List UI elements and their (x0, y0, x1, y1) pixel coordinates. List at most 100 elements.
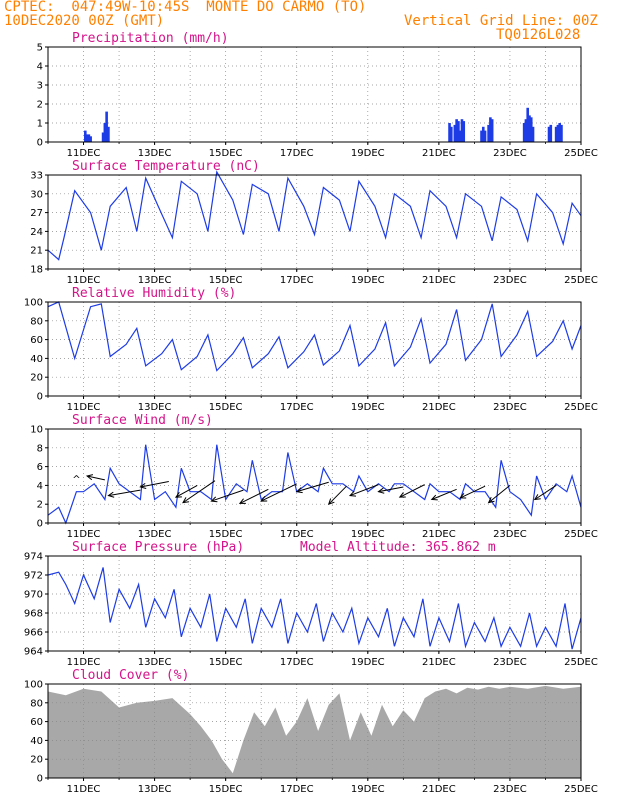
wind-vector (328, 485, 347, 505)
x-tick-label: 23DEC (493, 402, 527, 413)
y-tick-label: 10 (30, 425, 43, 436)
precip-bar (487, 124, 490, 142)
precip-bar (522, 123, 526, 142)
wind-vector-head (174, 491, 182, 498)
y-tick-label: 0 (37, 392, 43, 403)
wind-vector-head (85, 474, 94, 481)
precip-bar (448, 123, 451, 142)
panel-2: Relative Humidity (%) 0 20 40 60 80 100 11DEC 13… (24, 286, 598, 413)
precip-bar (549, 124, 553, 142)
series-line (47, 170, 582, 261)
panel-4: Surface Pressure (hPa) Model Altitude: 36… (24, 540, 598, 668)
wind-vector-head (139, 482, 147, 489)
x-tick-label: 13DEC (138, 402, 172, 413)
y-tick-label: 0 (37, 138, 43, 149)
precip-bar (531, 126, 535, 142)
wind-vector-head (533, 494, 541, 501)
series-line (47, 567, 582, 650)
panel-title: Surface Temperature (nC) (72, 159, 260, 174)
x-tick-label: 15DEC (209, 529, 243, 540)
wind-vector-head (487, 496, 495, 504)
x-tick-label: 17DEC (280, 275, 314, 286)
y-tick-label: 4 (37, 481, 43, 492)
precip-bar (101, 132, 105, 142)
x-tick-label: 13DEC (138, 275, 172, 286)
precip-bar (558, 123, 561, 142)
wind-vector-head (210, 496, 218, 503)
y-tick-label: 5 (37, 43, 43, 54)
precip-bar (462, 121, 466, 142)
header-station: CPTEC: 047:49W-10:45S MONTE DO CARMO (TO… (4, 0, 367, 15)
precip-bar (457, 121, 460, 142)
x-tick-label: 19DEC (351, 657, 385, 668)
precip-bar (450, 126, 453, 142)
x-tick-label: 21DEC (422, 148, 456, 159)
panel-title: Cloud Cover (%) (72, 668, 189, 683)
x-tick-label: 25DEC (564, 784, 598, 795)
y-tick-label: 100 (24, 680, 43, 691)
x-tick-label: 25DEC (564, 402, 598, 413)
wind-vector-head (260, 496, 268, 502)
x-tick-label: 11DEC (67, 402, 101, 413)
wind-vector-head (348, 490, 357, 497)
panel-annotation: Model Altitude: 365.862 m (300, 540, 496, 555)
panel-5: Cloud Cover (%) 0 20 40 60 80 100 11DEC 13DEC 15D… (24, 668, 598, 795)
wind-vector-head (398, 492, 406, 498)
wind-vector (296, 481, 329, 493)
x-tick-label: 21DEC (422, 529, 456, 540)
precip-bar (481, 126, 485, 142)
x-tick-label: 23DEC (493, 529, 527, 540)
wind-vector (488, 485, 511, 504)
precip-bar (103, 123, 107, 142)
precip-bar (547, 126, 551, 142)
wind-vector (260, 483, 297, 502)
x-tick-label: 15DEC (209, 148, 243, 159)
wind-vector (378, 486, 404, 493)
y-tick-label: 40 (30, 354, 43, 365)
x-tick-label: 19DEC (351, 529, 385, 540)
y-tick-label: 80 (30, 698, 43, 709)
y-tick-label: 21 (30, 246, 43, 257)
wind-vector (175, 484, 198, 498)
precip-bar (556, 124, 560, 142)
panel-title: Surface Pressure (hPa) (72, 540, 244, 555)
x-tick-label: 23DEC (493, 784, 527, 795)
precip-bar (89, 136, 92, 142)
x-tick-label: 11DEC (67, 529, 101, 540)
x-tick-label: 21DEC (422, 402, 456, 413)
x-tick-label: 25DEC (564, 275, 598, 286)
x-tick-label: 23DEC (493, 148, 527, 159)
wind-vector (108, 489, 141, 497)
x-tick-label: 19DEC (351, 784, 385, 795)
wind-vector-head (107, 491, 115, 498)
wind-vector (459, 485, 486, 499)
x-tick-label: 19DEC (351, 148, 385, 159)
y-tick-label: 0 (37, 519, 43, 530)
x-tick-label: 25DEC (564, 148, 598, 159)
x-tick-label: 11DEC (67, 657, 101, 668)
y-tick-label: 33 (30, 171, 43, 182)
precip-bar (529, 117, 533, 142)
y-tick-label: 6 (37, 462, 43, 473)
series-line (47, 444, 582, 525)
x-tick-label: 13DEC (138, 148, 172, 159)
y-tick-label: 4 (37, 62, 43, 73)
wind-calm-marker: ^ (72, 474, 80, 485)
panel-1: Surface Temperature (nC) 18 21 24 27 30 33 11DE… (30, 159, 598, 286)
precip-bar (524, 119, 528, 142)
wind-vector (140, 480, 169, 488)
precip-bar (105, 111, 108, 142)
precip-bar (458, 130, 462, 142)
y-tick-label: 60 (30, 335, 43, 346)
x-tick-label: 21DEC (422, 275, 456, 286)
panel-title: Surface Wind (m/s) (72, 413, 213, 428)
x-tick-label: 11DEC (67, 784, 101, 795)
precip-bar (107, 126, 110, 142)
y-tick-label: 80 (30, 316, 43, 327)
x-tick-label: 11DEC (67, 275, 101, 286)
wind-vector (431, 488, 457, 500)
y-tick-label: 24 (30, 227, 43, 238)
wind-vector-head (295, 487, 303, 494)
header-date: 10DEC2020 00Z (GMT) (4, 13, 165, 29)
